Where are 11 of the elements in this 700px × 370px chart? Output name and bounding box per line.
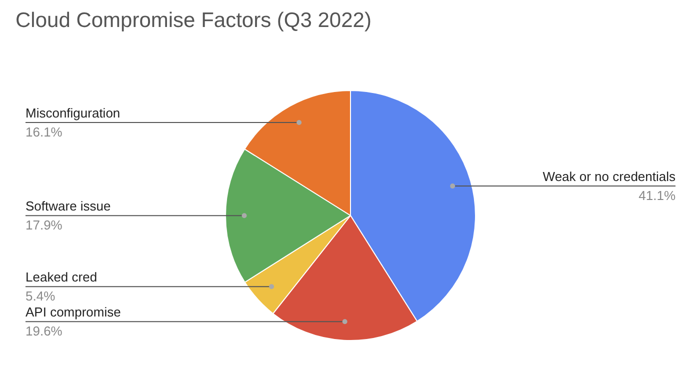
slice-label: Software issue [26,198,111,214]
data-label: 41.1% [638,188,676,204]
data-label: 5.4% [26,288,56,304]
data-label: 19.6% [26,324,63,339]
data-label: 16.1% [26,124,63,140]
slice-label: Leaked cred [26,270,98,285]
slice-label: Weak or no credentials [542,169,676,184]
chart-title: Cloud Compromise Factors (Q3 2022) [16,9,372,32]
slice-label: Misconfiguration [26,106,120,121]
data-label: 17.9% [26,218,63,233]
slice-label: API compromise [26,304,121,320]
